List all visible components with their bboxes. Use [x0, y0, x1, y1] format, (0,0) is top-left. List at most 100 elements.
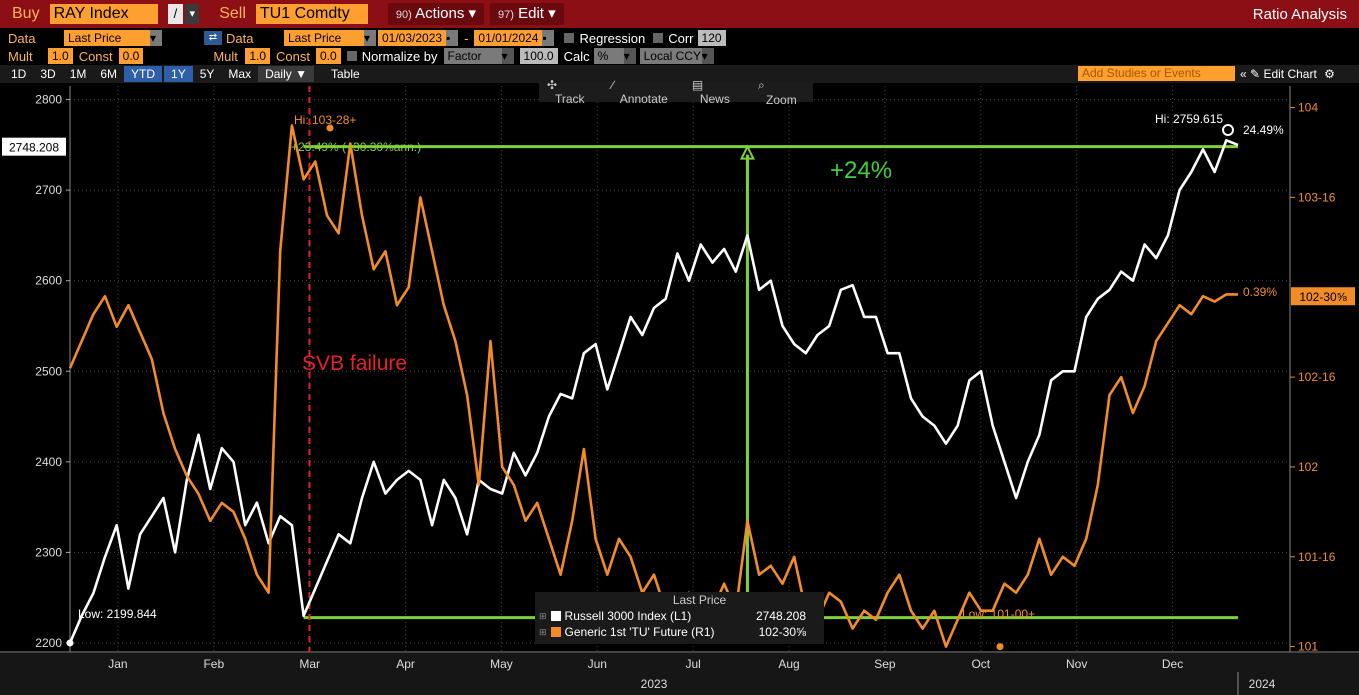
news-button[interactable]: ▤ News — [691, 78, 730, 106]
tu-change-label: 0.39% — [1243, 285, 1277, 299]
const2-input[interactable]: 0.0 — [316, 48, 341, 64]
chevron-down-icon[interactable]: ▾ — [185, 4, 200, 24]
data-label: Data — [8, 30, 36, 46]
table-button[interactable]: Table — [330, 67, 360, 81]
year-label: 2023 — [641, 677, 668, 691]
calendar-icon[interactable]: ▪ — [542, 30, 555, 46]
left-tick-label: 2700 — [35, 183, 62, 197]
mult2-input[interactable]: 1.0 — [245, 48, 271, 64]
calendar-icon[interactable]: ▪ — [446, 30, 459, 46]
tu-high-marker — [326, 124, 334, 132]
ratio-operator-select[interactable]: / — [167, 4, 184, 24]
add-studies-input[interactable]: Add Studies or Events — [1078, 66, 1235, 81]
normalize-select[interactable]: Factor — [443, 48, 502, 64]
left-tick-label: 2800 — [35, 93, 62, 107]
x-axis-panel — [0, 653, 1359, 695]
buy-ticker-input[interactable]: RAY Index — [49, 4, 158, 24]
const-label: Const — [78, 48, 113, 64]
normalize-checkbox[interactable] — [346, 51, 357, 61]
chevron-down-icon[interactable]: ▾ — [150, 30, 162, 46]
normalize-label: Normalize by — [361, 48, 438, 64]
right-tick-label: 101-16 — [1298, 550, 1336, 564]
month-label: Jun — [588, 657, 607, 671]
calc-select[interactable]: % — [593, 48, 624, 64]
period-6m-button[interactable]: 6M — [100, 67, 118, 81]
gain-annotation: +24% — [830, 157, 892, 184]
russell-series-line — [68, 139, 1239, 644]
chevron-down-icon[interactable]: ▾ — [501, 48, 514, 64]
legend-value: 2748.208 — [755, 609, 806, 623]
mult-input[interactable]: 1.0 — [48, 48, 73, 64]
legend-swatch — [550, 627, 561, 637]
annotate-button[interactable]: ∕ Annotate — [611, 78, 668, 106]
pencil-icon: ✎ — [1250, 67, 1261, 81]
chevron-down-icon[interactable]: ▾ — [364, 30, 376, 46]
corr-checkbox[interactable] — [653, 33, 664, 43]
legend-name: Russell 3000 Index (L1) — [564, 609, 692, 623]
data2-field-select[interactable]: Last Price — [284, 30, 364, 46]
tu-future-series-line — [68, 124, 1238, 648]
left-tick-label: 2400 — [35, 455, 62, 469]
period-ytd-button[interactable]: YTD — [124, 66, 163, 82]
mult-label: Mult — [8, 48, 33, 64]
page-title: Ratio Analysis — [1252, 5, 1347, 23]
zoom-button[interactable]: ⌕ Zoom — [758, 77, 797, 107]
const2-label: Const — [276, 48, 310, 64]
russell-high-label: Hi: 2759.615 — [1155, 112, 1223, 126]
month-label: Feb — [203, 657, 224, 671]
frequency-select[interactable]: Daily ▼ — [258, 66, 314, 82]
left-tick-label: 2500 — [35, 364, 62, 378]
legend-item-russell[interactable]: ⊞ Russell 3000 Index (L1) 2748.208 — [535, 608, 824, 624]
current-right-value: 102-30⅝ — [1299, 290, 1347, 304]
month-label: Nov — [1066, 657, 1087, 671]
factor-input[interactable]: 100.0 — [519, 48, 558, 64]
sell-ticker-input[interactable]: TU1 Comdty — [255, 4, 368, 24]
period-3d-button[interactable]: 3D — [40, 67, 56, 81]
const-input[interactable]: 0.0 — [118, 48, 144, 64]
tu-low-marker — [996, 643, 1004, 651]
expand-icon[interactable]: ⊞ — [539, 611, 547, 621]
sell-label: Sell — [219, 5, 246, 22]
right-tick-label: 103-16 — [1298, 190, 1336, 204]
mult2-label: Mult — [213, 48, 238, 64]
edit-menu-button[interactable]: 97) Edit ▾ — [490, 3, 564, 25]
ytd-change-label: +23.49% (+30.30%ann.) — [291, 140, 421, 154]
corr-window-input[interactable]: 120 — [697, 30, 726, 46]
chevron-down-icon[interactable]: ▾ — [701, 48, 714, 64]
chart-svg: 2200 2300 2400 2500 2600 2700 2800 101 101-16 102… — [0, 84, 1359, 695]
end-date-input[interactable]: 01/01/2024 — [474, 30, 543, 46]
month-label: Oct — [971, 657, 990, 671]
start-date-input[interactable]: 01/03/2023 — [378, 30, 447, 46]
period-max-button[interactable]: Max — [228, 67, 252, 81]
swap-icon[interactable]: ⇄ — [204, 31, 222, 45]
legend-item-tu-future[interactable]: ⊞ Generic 1st 'TU' Future (R1) 102-30⅝ — [535, 624, 824, 640]
buy-label: Buy — [12, 5, 40, 22]
regression-checkbox[interactable] — [564, 33, 575, 43]
currency-select[interactable]: Local CCY — [639, 48, 702, 64]
month-label: Apr — [396, 657, 415, 671]
gain-arrow-head — [739, 144, 756, 160]
tu-low-label: Low: 101-00+ — [962, 607, 1035, 621]
current-right-tag — [1291, 287, 1355, 306]
russell-high-marker — [1222, 124, 1234, 136]
track-button[interactable]: ✣ Track — [547, 78, 585, 106]
expand-icon[interactable]: ⊞ — [539, 627, 547, 637]
data2-label: Data — [226, 30, 254, 46]
russell-change-label: 24.49% — [1243, 123, 1284, 137]
edit-chart-button[interactable]: « ✎ Edit Chart ⚙ — [1240, 67, 1335, 81]
right-tick-label: 101 — [1298, 640, 1318, 654]
right-tick-label: 102-16 — [1298, 370, 1336, 384]
chevron-down-icon[interactable]: ▾ — [623, 48, 636, 64]
actions-menu-button[interactable]: 90) Actions ▾ — [387, 3, 485, 25]
double-chevron-left-icon: « — [1240, 67, 1247, 81]
period-5y-button[interactable]: 5Y — [199, 67, 215, 81]
data-field-select[interactable]: Last Price — [64, 30, 150, 46]
left-tick-label: 2200 — [35, 636, 62, 650]
data-settings-row: Data Last Price ▾ ⇄ Data Last Price ▾ 01… — [0, 29, 726, 47]
period-1d-button[interactable]: 1D — [11, 67, 27, 81]
period-1m-button[interactable]: 1M — [69, 67, 87, 81]
russell-low-label: Low: 2199.844 — [78, 607, 157, 621]
period-1y-button[interactable]: 1Y — [164, 66, 193, 82]
month-label: Mar — [299, 657, 320, 671]
right-tick-label: 104 — [1298, 101, 1318, 115]
